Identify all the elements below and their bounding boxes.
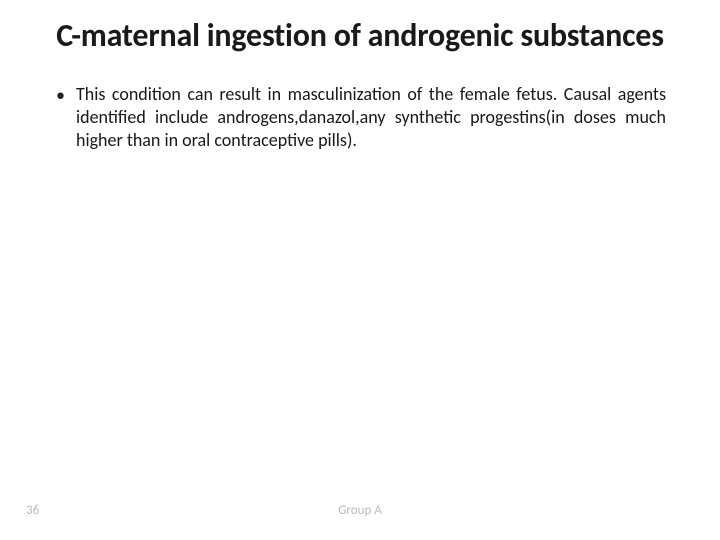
bullet-marker-icon: • (54, 83, 76, 108)
footer-label: Group A (0, 503, 720, 518)
bullet-text: This condition can result in masculiniza… (76, 83, 666, 152)
slide-title: C-maternal ingestion of androgenic subst… (50, 18, 670, 55)
slide-container: C-maternal ingestion of androgenic subst… (0, 0, 720, 540)
slide-body: • This condition can result in masculini… (50, 83, 670, 152)
bullet-item: • This condition can result in masculini… (54, 83, 666, 152)
